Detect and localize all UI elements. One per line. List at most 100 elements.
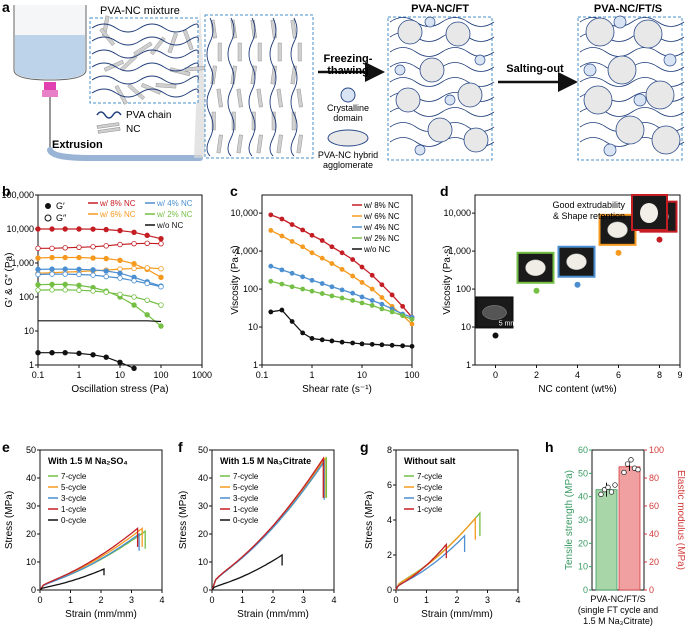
nc-particle [257, 42, 262, 62]
data-point [574, 281, 581, 288]
data-point [144, 297, 150, 303]
y-tick-label: 0 [31, 585, 36, 595]
y-tick-label: 8 [387, 445, 392, 455]
legend-label: 1-cycle [233, 505, 259, 514]
data-point [117, 257, 123, 264]
data-point [144, 232, 150, 239]
data-point [103, 268, 109, 274]
legend-gpp-marker [44, 214, 52, 222]
annotation-line2: & Shape retention [553, 211, 625, 221]
data-point [131, 294, 137, 300]
data-point [76, 271, 82, 278]
title-fts: PVA-NC/FT/S [594, 3, 662, 15]
crystalline-domain [633, 93, 647, 107]
data-point [62, 281, 68, 288]
y-tick-label: 100,000 [1, 190, 34, 200]
data-point [621, 469, 627, 476]
crystalline-domain [394, 64, 406, 76]
x-tick-label: 100 [404, 370, 419, 380]
title-ft: PVA-NC/FT [411, 3, 469, 15]
stress-strain-curve [395, 516, 476, 591]
data-point [49, 226, 55, 232]
legend-label: 1-cycle [61, 505, 87, 514]
series-line-Gp [38, 228, 162, 240]
y-axis-label-left: Tensile strength (MPa) [564, 470, 575, 570]
data-point [158, 274, 164, 280]
nc-particle [216, 88, 223, 108]
panel-letter-c: c [230, 183, 238, 199]
sample-blob [482, 305, 507, 320]
stress-strain-curve [39, 532, 140, 591]
y-tick-label: 100 [456, 284, 471, 294]
x-tick-label: 1 [240, 595, 245, 605]
x-tick-label: 6 [616, 370, 621, 380]
ft-strands [389, 16, 495, 156]
nc-particle [250, 65, 257, 85]
stress-strain-curve [211, 456, 324, 591]
data-point [369, 303, 375, 308]
pva-chain [91, 62, 199, 72]
x-tick-label: 1 [68, 595, 73, 605]
x-tick-label: 10 [357, 370, 367, 380]
y-tick-label: 20 [198, 529, 208, 539]
data-point [49, 271, 55, 277]
series-line-Gpp [38, 242, 162, 249]
legend-pva: PVA chain [126, 110, 171, 121]
data-point [319, 291, 325, 296]
legend-label: 0-cycle [61, 516, 87, 525]
nc-particle [217, 42, 222, 62]
data-point [339, 266, 345, 272]
data-point [117, 291, 123, 298]
data-point [329, 338, 335, 344]
nc-icon [96, 122, 121, 134]
data-point [309, 288, 315, 294]
x-tick-label: 4 [575, 370, 580, 380]
panel-h: h 0 10 20 30 40 50 60 0 20 40 60 80 100 Tensile streng… [545, 439, 685, 626]
data-point [76, 282, 82, 289]
data-point [35, 245, 41, 252]
data-point [379, 306, 385, 312]
data-point [608, 489, 615, 495]
y-tick-label-right: 80 [649, 473, 659, 483]
data-point [117, 270, 123, 276]
crystalline-domain [613, 15, 627, 29]
data-point [62, 226, 68, 232]
data-point [76, 244, 82, 250]
data-point [379, 295, 385, 300]
hybrid-agglomerate [457, 82, 483, 108]
data-point [131, 278, 137, 284]
data-point [279, 307, 285, 313]
data-point [90, 272, 96, 278]
y-tick-label: 1 [253, 360, 258, 370]
x-tick-label: 2 [534, 370, 539, 380]
data-point [309, 232, 315, 238]
y-tick-label: 1,000 [11, 258, 34, 268]
data-point [624, 461, 631, 467]
data-point [409, 316, 415, 322]
x-tick-label: 3 [485, 595, 490, 605]
stress-strain-curve [211, 553, 283, 591]
data-point [144, 280, 150, 287]
y-tick-label-left: 40 [578, 492, 588, 502]
legend-label: 3-cycle [233, 494, 259, 503]
x-tick-label: 4 [159, 595, 164, 605]
y-tick-label: 30 [198, 501, 208, 511]
x-axis-label: Oscillation stress (Pa) [71, 384, 168, 395]
data-point [379, 342, 385, 348]
data-point [369, 341, 375, 347]
data-point [131, 365, 137, 371]
mixture-box [89, 17, 199, 104]
hybrid-agglomerate [585, 17, 615, 47]
panel-letter: f [178, 439, 183, 455]
data-point [49, 281, 55, 288]
x-tick-label: 1000 [192, 370, 212, 380]
legend-label: w/ 4% NC [156, 199, 193, 208]
y-tick-label-left: 30 [578, 515, 588, 525]
nc-particle [236, 88, 243, 108]
data-point [369, 272, 375, 278]
crystalline-domain [444, 94, 456, 106]
legend-label: w/ 2% NC [363, 234, 400, 243]
data-point [268, 228, 274, 233]
data-point [103, 243, 109, 249]
